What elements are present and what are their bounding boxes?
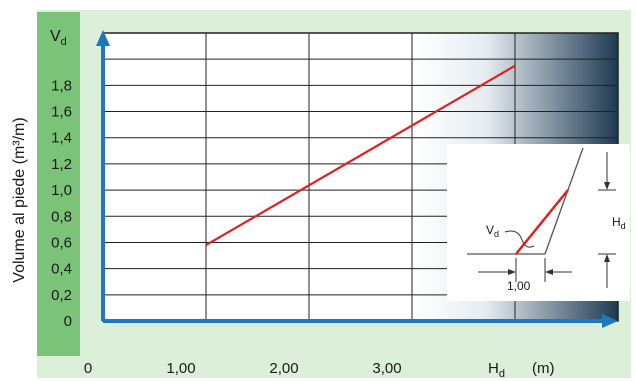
inset-slope-line	[544, 147, 584, 255]
inset-base-right-arrow	[545, 269, 553, 275]
inset-vd-label: Vd	[486, 223, 499, 239]
y-axis-symbol: Vd	[50, 28, 67, 48]
x-tick-labels: 0 1,00 2,00 3,00	[84, 360, 402, 377]
y-tick-label: 1,0	[51, 182, 72, 199]
x-tick-label: 1,00	[166, 360, 195, 377]
y-tick-label: 0,2	[51, 287, 72, 304]
inset-toe-line	[515, 189, 569, 255]
x-tick-label: 3,00	[372, 360, 401, 377]
y-tick-label: 0	[64, 313, 72, 330]
y-tick-label: 1,8	[51, 77, 72, 94]
series-line	[205, 64, 516, 247]
y-tick-label: 0,8	[51, 208, 72, 225]
y-tick-label: 1,2	[51, 156, 72, 173]
y-axis-arrow	[96, 30, 110, 46]
inset-diagram: Vd Hd 1,00	[447, 144, 630, 301]
inset-hd-label: Hd	[612, 215, 626, 231]
inset-vd-pointer	[504, 230, 535, 248]
y-tick-label: 0,6	[51, 234, 72, 251]
y-axis-title: Volume al piede (m³/m)	[11, 117, 28, 282]
inset-base-label: 1,00	[507, 279, 531, 293]
y-tick-labels: 0 0,2 0,4 0,6 0,8 1,0 1,2 1,4 1,6 1,8	[51, 77, 72, 330]
axes	[96, 30, 618, 328]
x-axis-symbol: Hd	[488, 360, 505, 380]
y-tick-label: 1,6	[51, 104, 72, 121]
y-axis-band	[37, 12, 80, 356]
y-tick-label: 0,4	[51, 261, 72, 278]
x-tick-label: 2,00	[269, 360, 298, 377]
inset-hd-top-arrow	[604, 182, 610, 190]
x-axis-unit: (m)	[532, 360, 555, 377]
x-axis-arrow	[602, 314, 618, 328]
y-tick-label: 1,4	[51, 130, 72, 147]
inset-hd-bottom-arrow	[604, 254, 610, 262]
inset-background	[447, 144, 630, 301]
x-tick-label: 0	[84, 360, 92, 377]
data-series	[205, 64, 516, 247]
inset-base-left-arrow	[508, 269, 516, 275]
